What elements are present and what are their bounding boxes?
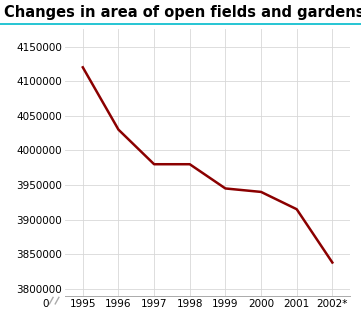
Text: 0: 0 bbox=[42, 299, 49, 309]
Text: Changes in area of open fields and gardens. 1995-2002*: Changes in area of open fields and garde… bbox=[4, 5, 361, 20]
